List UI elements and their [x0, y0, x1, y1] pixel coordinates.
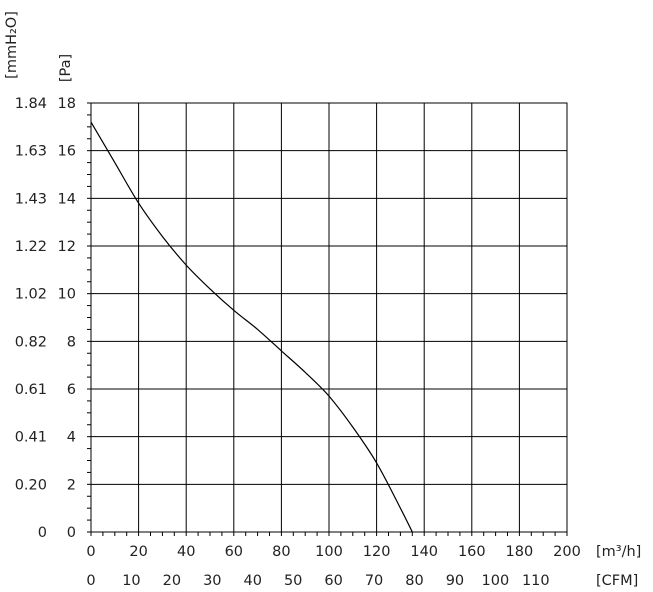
x-tick-label-cfm: 0 [86, 573, 95, 589]
x-tick-label-cfm: 60 [324, 573, 342, 589]
y-tick-label-pa: 0 [67, 525, 76, 541]
y-tick-label-pa: 6 [67, 382, 76, 398]
x-tick-label-m3h: 100 [315, 544, 343, 560]
y-tick-label-pa: 14 [58, 191, 76, 207]
y-tick-label-pa: 4 [67, 430, 76, 446]
x-tick-label-m3h: 20 [129, 544, 147, 560]
y-tick-label-mmh2o: 0.20 [15, 477, 47, 493]
x-tick-label-m3h: 0 [86, 544, 95, 560]
curves [90, 121, 413, 533]
y-tick-label-mmh2o: 1.22 [15, 239, 47, 255]
y-unit-label-mmh2o: [mmH₂O] [4, 11, 20, 79]
x-tick-label-cfm: 10 [122, 573, 140, 589]
x-tick-label-cfm: 30 [203, 573, 221, 589]
x-tick-label-cfm: 50 [284, 573, 302, 589]
x-tick-label-m3h: 40 [177, 544, 195, 560]
y-tick-label-mmh2o: 1.43 [15, 191, 47, 207]
y-tick-label-pa: 2 [67, 477, 76, 493]
x-tick-label-cfm: 20 [163, 573, 181, 589]
x-tick-label-cfm: 110 [522, 573, 550, 589]
x-tick-label-m3h: 60 [225, 544, 243, 560]
x-tick-label-cfm: 80 [405, 573, 423, 589]
grid [90, 102, 568, 533]
x-tick-label-m3h: 120 [363, 544, 391, 560]
y-tick-label-pa: 18 [58, 96, 76, 112]
y-tick-label-mmh2o: 0.41 [15, 430, 47, 446]
y-tick-label-mmh2o: 1.02 [15, 287, 47, 303]
x-tick-label-m3h: 180 [506, 544, 534, 560]
y-tick-label-pa: 16 [58, 144, 76, 160]
x-unit-label-m3h: [m³/h] [596, 544, 641, 560]
pressure-curve [90, 121, 413, 533]
x-tick-label-m3h: 200 [553, 544, 581, 560]
x-tick-label-m3h: 140 [410, 544, 438, 560]
y-unit-label-pa: [Pa] [58, 54, 74, 82]
y-tick-label-mmh2o: 0 [38, 525, 47, 541]
x-tick-label-cfm: 90 [446, 573, 464, 589]
plot-frame [90, 102, 568, 533]
x-tick-label-cfm: 40 [244, 573, 262, 589]
y-tick-label-mmh2o: 0.61 [15, 382, 47, 398]
y-tick-label-mmh2o: 1.63 [15, 144, 47, 160]
y-tick-label-mmh2o: 0.82 [15, 334, 47, 350]
y-tick-label-pa: 8 [67, 334, 76, 350]
x-tick-label-m3h: 80 [272, 544, 290, 560]
minor-ticks [87, 102, 568, 536]
y-tick-label-mmh2o: 1.84 [15, 96, 47, 112]
x-unit-label-cfm: [CFM] [596, 573, 638, 589]
x-tick-label-cfm: 100 [482, 573, 510, 589]
y-tick-label-pa: 12 [58, 239, 76, 255]
x-tick-label-cfm: 70 [365, 573, 383, 589]
y-tick-label-pa: 10 [58, 287, 76, 303]
x-tick-label-m3h: 160 [458, 544, 486, 560]
